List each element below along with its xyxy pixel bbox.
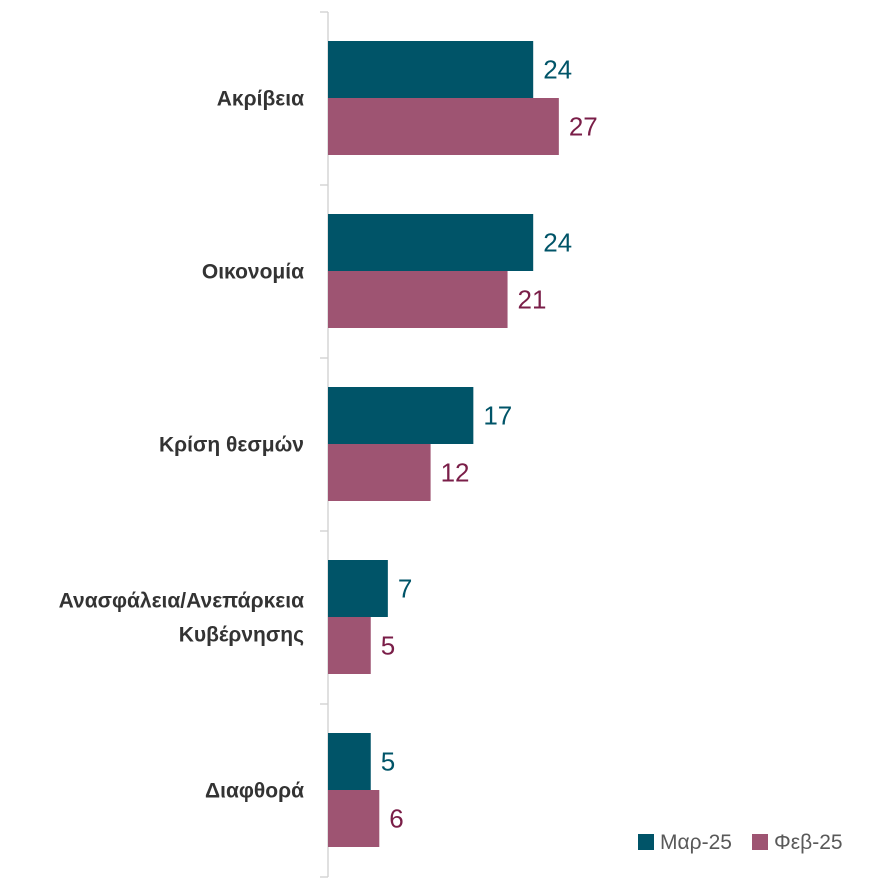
bar: [328, 560, 388, 617]
data-label: 27: [569, 112, 598, 142]
bar: [328, 98, 559, 155]
category-label: Ακρίβεια: [217, 88, 304, 111]
category-label: Ανασφάλεια/Ανεπάρκεια: [59, 590, 304, 613]
bar: [328, 790, 380, 847]
legend-swatch: [752, 834, 768, 850]
data-label: 5: [381, 631, 395, 661]
category-label: Κρίση θεσμών: [159, 434, 304, 457]
data-label: 7: [398, 574, 412, 604]
data-label: 17: [483, 401, 512, 431]
legend-label: Φεβ-25: [774, 831, 843, 854]
bar: [328, 733, 371, 790]
data-label: 12: [441, 458, 470, 488]
bar: [328, 41, 534, 98]
bar: [328, 214, 534, 271]
data-label: 24: [543, 55, 572, 85]
legend-swatch: [638, 834, 654, 850]
bar: [328, 271, 508, 328]
legend-label: Μαρ-25: [660, 831, 732, 854]
category-label: Οικονομία: [202, 261, 304, 284]
bar: [328, 617, 371, 674]
bar: [328, 444, 431, 501]
data-label: 6: [389, 804, 403, 834]
bar: [328, 387, 474, 444]
data-label: 21: [518, 285, 547, 315]
category-label: Διαφθορά: [205, 780, 304, 803]
category-label: Κυβέρνησης: [179, 624, 304, 647]
data-label: 5: [381, 747, 395, 777]
data-label: 24: [543, 228, 572, 258]
